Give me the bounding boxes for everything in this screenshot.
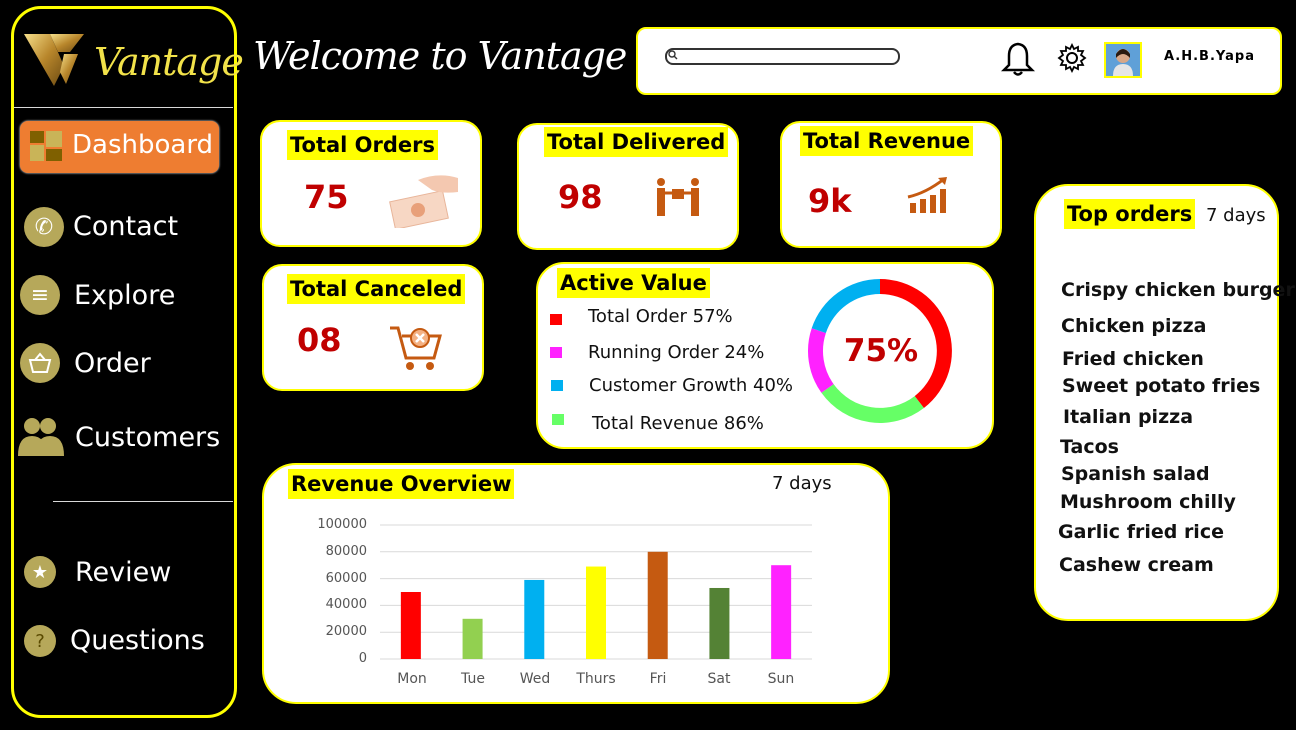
sidebar-item-contact[interactable]: Contact bbox=[73, 211, 179, 242]
list-item: Mushroom chilly bbox=[1060, 491, 1236, 513]
search-icon bbox=[668, 50, 678, 60]
list-item: Sweet potato fries bbox=[1062, 375, 1261, 397]
active-value-donut bbox=[808, 279, 952, 423]
growth-chart-icon bbox=[907, 177, 947, 213]
legend-swatch bbox=[552, 414, 564, 425]
legend-label: Running Order 24% bbox=[588, 342, 765, 363]
y-tick-label: 100000 bbox=[317, 517, 367, 532]
sidebar-item-order[interactable]: Order bbox=[74, 348, 151, 379]
list-item: Garlic fried rice bbox=[1058, 521, 1224, 543]
bar-thurs bbox=[586, 566, 606, 659]
x-tick-label: Sun bbox=[767, 671, 795, 687]
donut-segment-total-revenue bbox=[821, 384, 924, 423]
sidebar-item-questions[interactable]: Questions bbox=[70, 625, 205, 656]
money-hand-icon bbox=[389, 175, 458, 228]
bar-fri bbox=[647, 551, 668, 659]
sidebar-item-explore[interactable]: Explore bbox=[74, 280, 176, 311]
y-tick-label: 40000 bbox=[325, 597, 367, 612]
total-delivered-label: Total Delivered bbox=[544, 127, 729, 157]
donut-segment-customer-growth bbox=[811, 279, 880, 333]
top-orders-title: Top orders bbox=[1064, 199, 1196, 229]
active-value-title: Active Value bbox=[557, 268, 710, 298]
bar-sat bbox=[709, 587, 730, 659]
users-icon bbox=[18, 418, 64, 456]
sidebar-item-label: Dashboard bbox=[72, 130, 214, 160]
legend-swatch bbox=[551, 380, 563, 391]
bar-wed bbox=[524, 579, 545, 659]
legend-label: Total Revenue 86% bbox=[592, 413, 764, 434]
total-canceled-label: Total Canceled bbox=[287, 274, 466, 304]
total-orders-value: 75 bbox=[304, 178, 349, 216]
x-tick-label: Fri bbox=[649, 671, 667, 687]
chart-period[interactable]: 7 days bbox=[772, 473, 832, 494]
sidebar bbox=[11, 6, 237, 718]
x-tick-label: Sat bbox=[707, 671, 731, 687]
star-icon: ★ bbox=[24, 556, 56, 588]
donut-center-label: 75% bbox=[843, 333, 919, 369]
list-item: Tacos bbox=[1060, 436, 1119, 458]
basket-icon bbox=[20, 343, 60, 383]
chart-title: Revenue Overview bbox=[288, 469, 515, 499]
search-input[interactable] bbox=[665, 48, 900, 65]
vantage-logo-icon bbox=[24, 34, 84, 86]
top-orders-period[interactable]: 7 days bbox=[1206, 205, 1266, 226]
question-icon: ? bbox=[24, 625, 56, 657]
bar-tue bbox=[462, 618, 483, 659]
legend-label: Customer Growth 40% bbox=[589, 375, 794, 396]
legend-label: Total Order 57% bbox=[588, 306, 733, 327]
y-tick-label: 80000 bbox=[325, 544, 367, 559]
total-revenue-label: Total Revenue bbox=[800, 126, 974, 156]
dashboard-icon bbox=[30, 131, 62, 161]
sidebar-divider bbox=[14, 107, 233, 108]
sidebar-item-customers[interactable]: Customers bbox=[75, 422, 221, 453]
total-revenue-value: 9k bbox=[808, 182, 852, 220]
bell-icon[interactable] bbox=[1001, 41, 1035, 77]
avatar[interactable] bbox=[1104, 42, 1142, 78]
cart-cancel-icon bbox=[390, 326, 442, 370]
total-orders-label: Total Orders bbox=[287, 130, 439, 160]
gear-icon[interactable] bbox=[1057, 43, 1087, 73]
list-item: Crispy chicken burger bbox=[1061, 279, 1295, 301]
bar-sun bbox=[771, 565, 792, 659]
x-tick-label: Wed bbox=[519, 671, 551, 687]
page-title: Welcome to Vantage bbox=[253, 34, 627, 78]
total-delivered-value: 98 bbox=[558, 178, 603, 216]
y-tick-label: 0 bbox=[358, 651, 367, 666]
y-tick-label: 60000 bbox=[325, 571, 367, 586]
total-canceled-value: 08 bbox=[297, 321, 342, 359]
list-item: Chicken pizza bbox=[1061, 315, 1207, 337]
legend-swatch bbox=[550, 314, 562, 325]
donut-segment-total-order bbox=[880, 279, 952, 408]
delivery-icon bbox=[657, 178, 699, 216]
list-item: Italian pizza bbox=[1063, 406, 1194, 428]
bar-mon bbox=[400, 592, 421, 659]
logo-text: Vantage bbox=[94, 40, 244, 84]
phone-icon: ✆ bbox=[24, 207, 64, 247]
list-item: Spanish salad bbox=[1061, 463, 1210, 485]
sidebar-item-review[interactable]: Review bbox=[75, 557, 172, 588]
user-name: A.H.B.Yapa bbox=[1164, 49, 1255, 64]
list-item: Fried chicken bbox=[1062, 348, 1204, 370]
revenue-bar-chart bbox=[380, 524, 812, 660]
list-icon: ≡ bbox=[20, 275, 60, 315]
donut-segment-running-order bbox=[808, 328, 834, 393]
x-tick-label: Tue bbox=[461, 671, 485, 687]
x-tick-label: Mon bbox=[397, 671, 427, 687]
x-tick-label: Thurs bbox=[576, 671, 616, 687]
legend-swatch bbox=[550, 347, 562, 358]
y-tick-label: 20000 bbox=[325, 624, 367, 639]
sidebar-divider bbox=[53, 501, 233, 502]
list-item: Cashew cream bbox=[1059, 554, 1214, 576]
top-orders-card bbox=[1034, 184, 1279, 621]
